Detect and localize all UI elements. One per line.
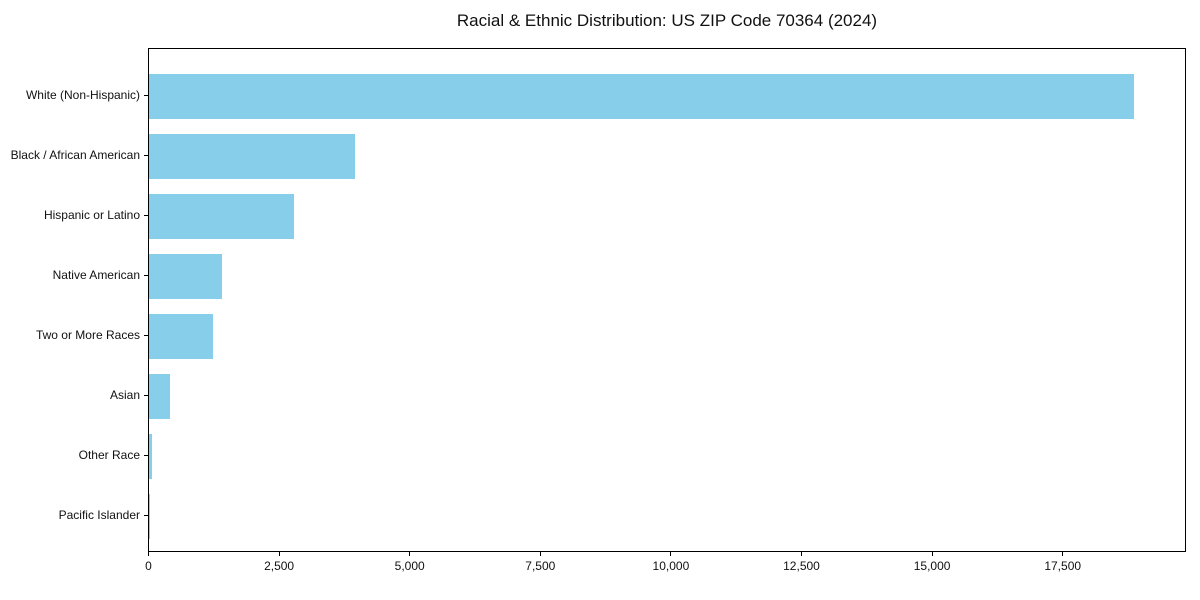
y-tick-mark (144, 515, 148, 516)
x-tick-label: 7,500 (525, 559, 556, 573)
y-tick-mark (144, 95, 148, 96)
x-tick-mark (800, 552, 802, 556)
x-tick-label: 0 (145, 559, 152, 573)
bar-native-american (149, 253, 222, 299)
bar-row (149, 126, 1185, 186)
plot-area (148, 48, 1186, 552)
x-tick-label: 17,500 (1044, 559, 1082, 573)
bar-pacific-islander (149, 493, 150, 539)
bar-two-or-more-races (149, 313, 213, 359)
y-tick-label-other-race: Other Race (78, 448, 140, 462)
x-tick-label: 2,500 (264, 559, 295, 573)
y-tick-label-two-or-more-races: Two or More Races (35, 328, 140, 342)
x-tick-mark (670, 552, 672, 556)
y-tick-mark (144, 215, 148, 216)
y-tick-label-native-american: Native American (52, 268, 140, 282)
y-tick-label-black-african-american: Black / African American (10, 148, 140, 162)
bar-row (149, 186, 1185, 246)
x-tick-mark (409, 552, 411, 556)
bar-row (149, 486, 1185, 546)
bar-row (149, 366, 1185, 426)
bar-row (149, 246, 1185, 306)
bar-row (149, 306, 1185, 366)
x-tick-label: 5,000 (394, 559, 425, 573)
bar-row (149, 66, 1185, 126)
chart-title: Racial & Ethnic Distribution: US ZIP Cod… (456, 11, 878, 30)
y-tick-label-hispanic-or-latino: Hispanic or Latino (43, 208, 140, 222)
y-tick-label-pacific-islander: Pacific Islander (58, 508, 140, 522)
x-tick-label: 15,000 (913, 559, 951, 573)
bar-white-non-hispanic (149, 73, 1135, 119)
bar-asian (149, 373, 170, 419)
y-tick-mark (144, 395, 148, 396)
x-tick-label: 12,500 (783, 559, 820, 573)
y-tick-label-white-non-hispanic: White (Non-Hispanic) (25, 88, 140, 102)
y-tick-mark (144, 275, 148, 276)
x-tick-mark (539, 552, 541, 556)
bar-black-african-american (149, 133, 355, 179)
x-tick-mark (1062, 552, 1064, 556)
y-tick-label-asian: Asian (109, 388, 140, 402)
y-tick-mark (144, 155, 148, 156)
x-tick-mark (278, 552, 280, 556)
bar-other-race (149, 433, 152, 479)
bar-row (149, 426, 1185, 486)
x-tick-mark (148, 552, 149, 556)
y-tick-mark (144, 455, 148, 456)
y-tick-mark (144, 335, 148, 336)
bar-hispanic-or-latino (149, 193, 294, 239)
x-tick-label: 10,000 (652, 559, 690, 573)
x-tick-mark (931, 552, 933, 556)
y-axis-labels: White (Non-Hispanic) Black / African Amer… (0, 48, 140, 552)
